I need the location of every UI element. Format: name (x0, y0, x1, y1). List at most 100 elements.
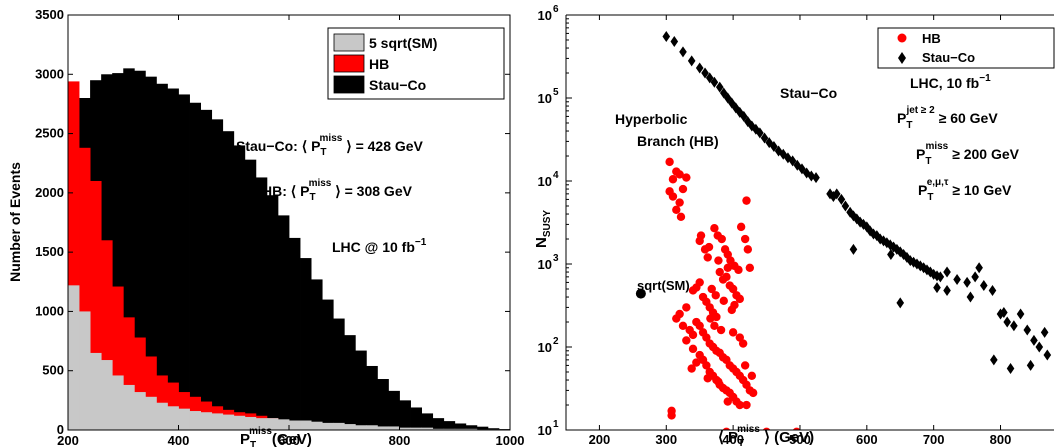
bar-stau-340 (145, 76, 157, 431)
stau-point (695, 62, 704, 74)
bar-stau-460 (211, 119, 224, 430)
bar-sm-500 (233, 415, 246, 430)
hb-point (792, 427, 801, 430)
hb-point (762, 427, 771, 430)
bar-stau-520 (244, 159, 257, 430)
bar-stau-860 (432, 418, 445, 430)
bar-stau-760 (377, 379, 389, 430)
bar-sm-740 (366, 425, 378, 430)
hb-point (745, 263, 755, 272)
bar-stau-940 (476, 426, 489, 430)
hb-point (668, 192, 678, 201)
stau-mean-annotation: Stau−Co: ⟨ PTmiss ⟩ = 428 GeV (236, 133, 424, 158)
stau-point (679, 46, 687, 58)
hb-point (695, 321, 704, 331)
bar-sm-540 (255, 418, 268, 430)
left-x-axis-label: PTmiss(GeV) (240, 426, 312, 447)
right-y-tick-label: 10 (538, 257, 552, 272)
bar-hb-240 (90, 181, 102, 430)
hb-point (728, 284, 738, 294)
bar-hb-260 (101, 240, 113, 430)
hb-point (716, 325, 726, 335)
left-y-tick-label: 3000 (35, 66, 64, 81)
right-legend-box (877, 27, 1055, 69)
hb-point (722, 427, 731, 430)
right-lhc-annotation: LHC, 10 fb−1 (910, 73, 991, 91)
hb-point (706, 314, 715, 323)
stau-point (896, 246, 905, 258)
stau-point (909, 256, 918, 268)
cut-lepton: PTe,μ,τ ≥ 10 GeV (918, 177, 1012, 203)
hb-point (696, 231, 706, 240)
hb-point (715, 267, 724, 277)
right-y-axis-label: NSUSY (533, 210, 553, 248)
stau-point (988, 284, 997, 296)
bar-stau-960 (487, 428, 500, 430)
left-x-tick-label: 800 (389, 433, 411, 447)
hb-point (678, 184, 688, 194)
right-x-tick-label: 300 (655, 432, 677, 447)
hb-point (728, 328, 738, 337)
left-y-tick-label: 0 (57, 422, 64, 437)
histogram-bars (68, 68, 511, 431)
sm-label: sqrt(SM) (637, 278, 690, 293)
bar-stau-500 (233, 145, 246, 430)
right-x-tick-label: 700 (923, 432, 945, 447)
left-y-tick-label: 1000 (35, 303, 64, 318)
hb-point (717, 234, 726, 244)
hb-mean-annotation: HB: ⟨ PTmiss ⟩ = 308 GeV (262, 178, 413, 203)
stau-point (943, 266, 951, 278)
left-y-tick-label: 1500 (35, 244, 64, 259)
bar-stau-660 (322, 299, 334, 430)
stau-point (770, 141, 778, 153)
stau-point (837, 193, 846, 205)
bar-sm-800 (399, 427, 411, 430)
bar-stau-560 (266, 195, 279, 430)
left-y-axis-label: Number of Events (7, 162, 23, 282)
hb-point (734, 265, 743, 275)
hb-point (740, 234, 750, 244)
stau-point (1000, 307, 1008, 319)
bar-sm-460 (211, 413, 224, 430)
hb-point (678, 321, 688, 331)
bar-stau-400 (178, 94, 190, 430)
bar-sm-520 (244, 416, 257, 430)
hb-point (698, 355, 708, 365)
stau-point (1006, 363, 1015, 375)
bar-sm-620 (300, 420, 312, 430)
bar-stau-700 (344, 335, 356, 430)
left-y-tick-label: 500 (42, 363, 64, 378)
right-x-tick-label: 400 (722, 432, 744, 447)
bar-sm-760 (377, 426, 389, 430)
bar-sm-700 (344, 424, 356, 430)
hb-point (736, 222, 746, 232)
hb-point (692, 358, 701, 367)
right-y-tick-label: 10 (538, 91, 552, 106)
stau-point (1010, 320, 1018, 332)
stau-point (849, 243, 858, 255)
stau-point (1040, 326, 1049, 338)
hb-point (676, 212, 686, 222)
hb-point (675, 170, 684, 179)
hb-point (723, 397, 732, 406)
right-x-axis-label: ⟨ PTmiss ⟩ (GeV) (718, 424, 814, 447)
bar-stau-280 (112, 73, 124, 430)
stau-point (760, 132, 769, 144)
hb-point (668, 175, 678, 184)
bar-sm-420 (189, 411, 201, 430)
stau-point (832, 188, 841, 200)
hb-point (710, 321, 719, 331)
bar-stau-620 (300, 258, 312, 430)
stau-point (966, 291, 975, 303)
bar-sm-340 (145, 396, 157, 430)
stau-point (933, 282, 941, 294)
hb-point (682, 336, 691, 345)
bar-stau-780 (388, 390, 400, 430)
stau-point (963, 276, 971, 288)
right-y-tick-label: 10 (538, 423, 552, 438)
bar-sm-280 (112, 375, 124, 430)
hb-point (743, 245, 753, 254)
bar-sm-400 (178, 408, 190, 430)
stau-point (841, 200, 850, 212)
